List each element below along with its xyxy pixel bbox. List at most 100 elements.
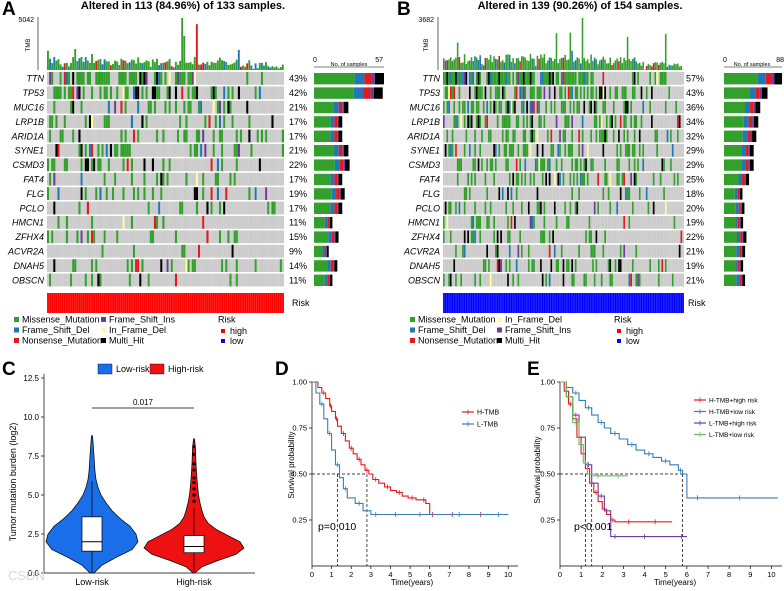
- mutation-cell: [651, 216, 653, 229]
- tmb-bar: [593, 57, 596, 70]
- mutation-cell: [151, 201, 155, 215]
- mutation-cell: [82, 201, 85, 215]
- mutation-cell: [145, 216, 148, 229]
- panel-b-legend: Missense_MutationFrame_Shift_DelNonsense…: [410, 315, 643, 346]
- tmb-bar: [453, 59, 455, 70]
- mutation-cell: [489, 201, 492, 215]
- mutation-cell: [475, 86, 478, 100]
- percent-label: 19%: [289, 189, 307, 199]
- mutation-cell: [628, 100, 631, 114]
- mutation-cell: [573, 72, 575, 85]
- mutation-cell: [621, 172, 624, 186]
- count-bar-segment: [724, 173, 739, 186]
- mutation-cell: [156, 115, 159, 128]
- tmb-bar: [281, 64, 284, 70]
- mutation-cell: [668, 259, 671, 272]
- mutation-cell: [61, 244, 64, 258]
- mutation-cell: [223, 172, 226, 186]
- mutation-cell: [137, 259, 140, 272]
- mutation-cell: [586, 172, 589, 186]
- mutation-cell: [475, 230, 478, 244]
- mutation-cell: [515, 100, 518, 114]
- mutation-cell: [630, 201, 633, 215]
- mutation-cell: [135, 201, 138, 215]
- mutation-cell: [595, 187, 598, 200]
- mutation-cell: [569, 115, 572, 128]
- x-tick-label: 9: [748, 570, 752, 579]
- mutation-cell: [256, 100, 259, 114]
- mutation-cell: [550, 273, 553, 287]
- tmb-bar: [162, 62, 165, 70]
- mutation-cell: [469, 230, 471, 244]
- mutation-cell: [543, 172, 546, 186]
- mutation-cell: [151, 187, 155, 200]
- mutation-cell: [590, 72, 593, 85]
- mutation-cell: [95, 216, 98, 229]
- mutation-cell: [260, 115, 264, 128]
- mutation-cell: [609, 201, 612, 215]
- mutation-cell: [581, 115, 584, 128]
- mutation-cell: [550, 172, 553, 186]
- count-bar-segment: [334, 202, 338, 214]
- tmb-bar: [550, 57, 553, 70]
- mutation-cell: [239, 86, 243, 100]
- mutation-cell: [448, 72, 450, 85]
- mutation-cell: [474, 72, 476, 85]
- mutation-cell: [652, 100, 655, 114]
- mutation-cell: [633, 72, 636, 85]
- mutation-cell: [80, 72, 83, 85]
- mutation-cell: [116, 187, 119, 200]
- mutation-cell: [210, 187, 213, 200]
- mutation-cell: [524, 158, 527, 172]
- count-bar-segment: [737, 188, 740, 200]
- mutation-cell: [185, 115, 188, 128]
- mutation-cell: [53, 259, 56, 272]
- mutation-cell: [227, 115, 230, 128]
- mutation-cell: [640, 172, 643, 186]
- mutation-cell: [590, 86, 593, 100]
- count-bar-segment: [334, 159, 340, 171]
- mutation-cell: [185, 273, 188, 287]
- mutation-cell: [156, 216, 159, 229]
- mutation-cell: [557, 273, 560, 287]
- mutation-cell: [204, 216, 207, 229]
- legend-swatch-low-risk: [97, 363, 113, 375]
- mutation-cell: [59, 273, 62, 287]
- mutation-cell: [611, 100, 613, 114]
- mutation-cell: [76, 86, 79, 100]
- mutation-cell: [183, 230, 186, 244]
- mutation-cell: [616, 72, 619, 85]
- mutation-cell: [453, 216, 456, 229]
- percent-label: 14%: [289, 261, 307, 271]
- mutation-cell: [644, 172, 646, 186]
- mutation-cell: [642, 72, 645, 85]
- tmb-bar: [489, 54, 492, 70]
- mutation-cell: [458, 244, 461, 258]
- mutation-cell: [107, 115, 110, 128]
- mutation-cell: [120, 100, 123, 114]
- mutation-cell: [449, 158, 452, 172]
- mutation-cell: [191, 216, 194, 229]
- mutation-cell: [139, 259, 142, 272]
- mutation-cell: [158, 100, 161, 114]
- mutation-cell: [88, 115, 92, 128]
- mutation-cell: [84, 201, 87, 215]
- mutation-cell: [177, 144, 180, 157]
- mutation-cell: [275, 172, 278, 186]
- mutation-cell: [246, 158, 249, 172]
- mutation-cell: [600, 72, 603, 85]
- mutation-cell: [633, 158, 636, 172]
- mutation-cell: [114, 187, 117, 200]
- mutation-cell: [628, 158, 631, 172]
- panel-b-gene-labels: TTNTP53MUC16LRP1BARID1ASYNE1CSMD3FAT4FLG…: [403, 74, 441, 286]
- mutation-cell: [248, 129, 251, 143]
- panel-a-title: Altered in 113 (84.96%) of 133 samples.: [81, 0, 285, 12]
- mutation-cell: [533, 187, 535, 200]
- mutation-cell: [181, 144, 184, 157]
- mutation-cell: [443, 129, 445, 143]
- mutation-cell: [645, 100, 648, 114]
- mutation-cell: [474, 230, 476, 244]
- mutation-cell: [47, 216, 50, 229]
- mutation-cell: [444, 158, 447, 172]
- mutation-cell: [505, 115, 508, 128]
